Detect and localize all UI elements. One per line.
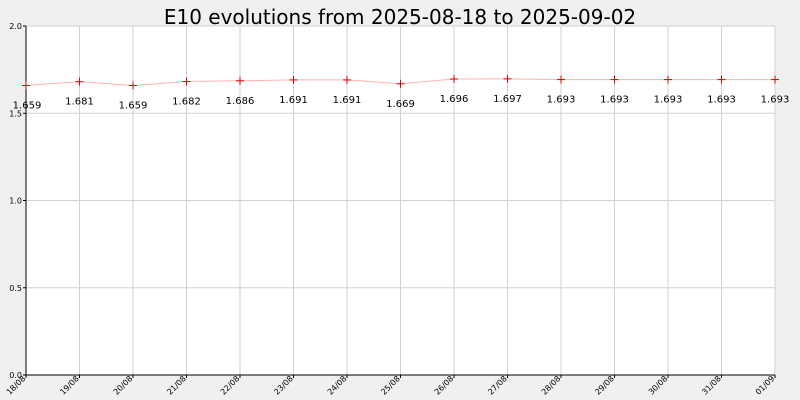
data-point-marker [610,75,619,84]
data-label: 1.693 [707,95,736,106]
data-point-marker [664,75,672,84]
data-point-marker [129,81,137,90]
data-label: 1.697 [493,94,522,105]
data-labels: 1.659 1.681 1.659 1.682 1.686 1.691 1.691 1.669… [13,94,790,112]
data-label: 1.659 [119,101,148,112]
y-tick-label: 1.5 [9,109,22,118]
data-point-marker [22,81,30,90]
data-point-marker [289,75,298,84]
data-label: 1.691 [279,95,308,106]
data-label: 1.693 [761,95,790,106]
data-label: 1.686 [226,96,255,107]
data-point-marker [343,75,351,84]
data-point-marker [771,75,779,84]
series [22,74,779,90]
data-point-marker [503,74,512,83]
data-point-marker [450,75,458,84]
data-point-marker [75,77,84,86]
y-tick-label: 2.0 [9,22,22,31]
y-tick-label: 0.5 [9,284,22,293]
data-label: 1.681 [65,97,94,108]
data-label: 1.696 [440,94,469,105]
y-tick-labels: 0.0 0.5 1.0 1.5 2.0 [9,22,22,380]
data-point-marker [236,76,244,85]
data-label: 1.693 [654,95,683,106]
data-label: 1.691 [333,95,362,106]
grid [23,25,776,378]
data-point-marker [557,75,565,84]
data-label: 1.693 [600,95,629,106]
data-label: 1.693 [547,95,576,106]
data-label: 1.669 [386,99,415,110]
y-tick-label: 1.0 [9,197,22,206]
data-label: 1.659 [13,101,42,112]
data-point-marker [717,75,726,84]
chart-title: E10 evolutions from 2025-08-18 to 2025-0… [164,5,636,29]
data-point-marker [182,77,191,86]
y-tick-label: 0.0 [9,371,22,380]
data-label: 1.682 [172,96,201,107]
data-point-marker [396,79,405,88]
